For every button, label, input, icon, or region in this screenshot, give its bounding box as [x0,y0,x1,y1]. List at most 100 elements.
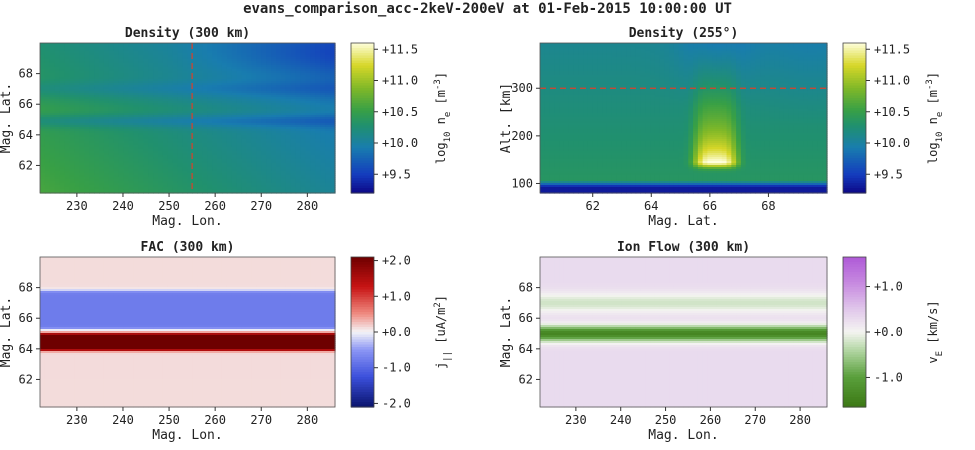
heatmap-cell [236,57,243,60]
heatmap-cell [44,103,51,106]
heatmap-cell [103,165,110,168]
heatmap-cell [59,61,66,64]
heatmap-cell [285,121,292,124]
heatmap-cell [148,43,154,46]
heatmap-cell [192,133,198,136]
heatmap-cell [280,109,287,112]
heatmap-cell [271,111,277,114]
heatmap-cell [280,157,287,160]
heatmap-cell [241,53,248,56]
heatmap-cell [241,117,248,120]
heatmap-cell [192,75,198,78]
heatmap-cell [167,121,174,124]
heatmap-cell [251,187,257,190]
heatmap-cell [300,183,307,186]
heatmap-cell [167,159,174,162]
heatmap-cell [280,175,287,178]
heatmap-cell [241,173,248,176]
heatmap-cell [143,145,149,148]
heatmap-cell [251,129,257,132]
heatmap-cell [108,123,115,126]
heatmap-cell [295,47,302,50]
heatmap-cell [280,165,287,168]
heatmap-cell [177,139,184,142]
heatmap-cell [645,53,651,56]
heatmap-cell [64,173,71,176]
heatmap-cell [74,157,80,160]
heatmap-cell [44,187,51,190]
heatmap-cell [266,53,272,56]
heatmap-cell [261,127,267,130]
heatmap-cell [89,169,95,172]
colorbar-segment [351,190,374,194]
heatmap-cell [143,85,149,88]
heatmap-cell [167,137,174,140]
heatmap-cell [59,167,66,170]
heatmap-cell [167,131,174,134]
heatmap-cell [99,71,105,74]
heatmap-cell [221,133,228,136]
heatmap-cell [143,47,149,50]
heatmap-cell [554,47,560,50]
heatmap-cell [74,115,80,118]
heatmap-cell [221,159,228,162]
heatmap-cell [64,81,71,84]
heatmap-cell [226,175,233,178]
heatmap-cell [241,81,248,84]
heatmap-cell [138,47,144,50]
heatmap-cell [812,51,819,54]
heatmap-cell [300,191,307,194]
heatmap-cell [158,125,164,128]
heatmap-cell [123,121,130,124]
heatmap-cell [113,171,120,174]
heatmap-cell [654,51,661,54]
heatmap-cell [300,139,307,142]
heatmap-cell [207,79,213,82]
heatmap-cell [64,69,71,72]
heatmap-cell [803,43,809,46]
heatmap-cell [94,173,100,176]
heatmap-cell [310,63,316,66]
heatmap-cell [172,89,179,92]
heatmap-cell [162,141,169,144]
heatmap-cell [221,187,228,190]
heatmap-cell [202,129,208,132]
heatmap-cell [726,49,732,52]
heatmap-cell [217,73,223,76]
heatmap-cell [133,95,139,98]
heatmap-cell [158,77,164,80]
heatmap-cell [74,191,80,194]
colorbar-segment [351,48,374,52]
heatmap-cell [113,53,120,56]
heatmap-cell [74,105,80,108]
heatmap-cell [54,73,61,76]
heatmap-cell [760,43,766,46]
heatmap-cell [99,99,105,102]
heatmap-cell [153,111,159,114]
colorbar-segment [351,78,374,82]
heatmap-cell [89,173,95,176]
heatmap-cell [635,53,642,56]
heatmap-cell [549,55,555,58]
heatmap-cell [59,65,66,68]
heatmap-cell [779,43,785,46]
heatmap-cell [158,177,164,180]
heatmap-cell [64,175,71,178]
heatmap-cell [153,173,159,176]
heatmap-cell [197,173,203,176]
heatmap-cell [182,141,189,144]
heatmap-cell [236,123,243,126]
heatmap-cell [148,123,154,126]
heatmap-cell [271,43,277,46]
heatmap-cell [246,61,253,64]
heatmap-cell [64,101,71,104]
heatmap-cell [177,81,184,84]
heatmap-cell [118,187,125,190]
heatmap-cell [103,57,110,60]
heatmap-cell [153,83,159,86]
heatmap-cell [236,45,243,48]
heatmap-cell [64,95,71,98]
heatmap-cell [133,189,139,192]
heatmap-cell [69,151,76,154]
heatmap-cell [330,89,336,92]
